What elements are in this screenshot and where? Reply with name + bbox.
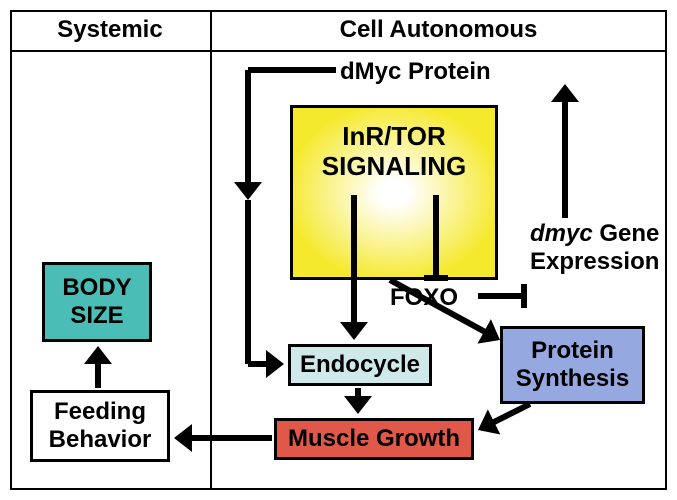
protein-line2: Synthesis — [516, 365, 629, 393]
muscle-growth-box: Muscle Growth — [274, 418, 474, 460]
inr-tor-line1: InR/TOR — [322, 122, 466, 152]
col-header-systemic-label: Systemic — [57, 16, 162, 43]
header-divider — [10, 50, 667, 52]
protein-line1: Protein — [516, 337, 629, 365]
feeding-line2: Behavior — [49, 426, 152, 454]
endocycle-box: Endocycle — [288, 344, 432, 386]
muscle-line1: Muscle Growth — [288, 425, 460, 453]
dmyc-protein-label: dMyc Protein — [340, 58, 491, 86]
protein-synthesis-box: Protein Synthesis — [500, 326, 645, 404]
dmyc-gene-expression-label: dmyc Gene Expression — [530, 220, 659, 275]
col-header-autonomous-label: Cell Autonomous — [340, 16, 538, 43]
feeding-behavior-box: Feeding Behavior — [30, 390, 170, 462]
column-divider — [210, 10, 212, 490]
body-size-line2: SIZE — [62, 302, 131, 330]
foxo-label: FOXO — [390, 284, 458, 312]
dmyc-gene-italic: dmyc — [530, 220, 593, 247]
foxo-text: FOXO — [390, 284, 458, 311]
dmyc-gene-word: Gene — [593, 220, 660, 247]
body-size-box: BODY SIZE — [42, 262, 152, 342]
col-header-autonomous: Cell Autonomous — [210, 10, 667, 50]
body-size-line1: BODY — [62, 274, 131, 302]
dmyc-expression-word: Expression — [530, 248, 659, 275]
feeding-line1: Feeding — [49, 398, 152, 426]
inr-tor-line2: SIGNALING — [322, 152, 466, 182]
diagram-frame: Systemic Cell Autonomous InR/TOR SIGNALI… — [0, 0, 677, 500]
dmyc-protein-text: dMyc Protein — [340, 58, 491, 85]
endocycle-line1: Endocycle — [300, 351, 420, 379]
col-header-systemic: Systemic — [10, 10, 210, 50]
inr-tor-signaling-box: InR/TOR SIGNALING — [290, 105, 498, 280]
